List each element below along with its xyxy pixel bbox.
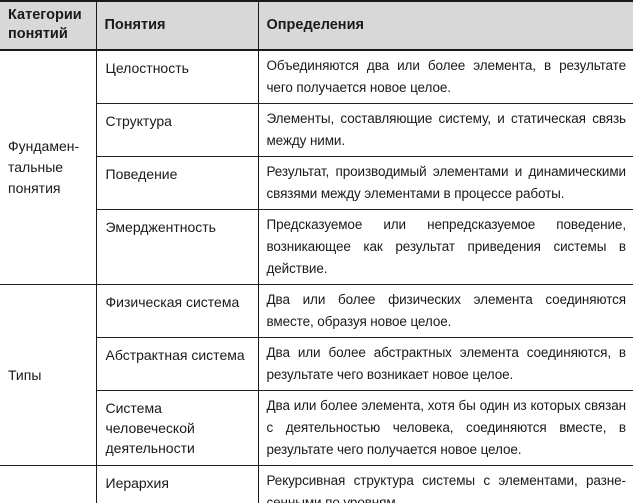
concept-cell: Поведение (95, 156, 258, 210)
concept-cell: Система человеческой деятельности (95, 390, 258, 466)
table-row: Типы Физическая система Два или более фи… (0, 284, 633, 466)
table-row: Фундамен- тальные понятия Целостность Об… (0, 49, 633, 285)
definition-cell: Рекурсивная структура системы с элемента… (257, 465, 633, 503)
table-header-row: Категории понятий Понятия Определения (0, 1, 633, 51)
header-cell-concepts: Понятия (95, 1, 258, 51)
concept-cell: Иерархия (95, 465, 258, 503)
table-row: Структура Элементы, составляющие систему… (0, 103, 633, 157)
header-cell-definitions: Определения (257, 1, 633, 51)
table-row: Топологии Иерархия Рекурсивная структура… (0, 465, 633, 503)
definition-cell: Результат, производимый элементами и дин… (257, 156, 633, 210)
table-row: Поведение Результат, производимый элемен… (0, 156, 633, 210)
definition-cell: Два или более элемента, хотя бы один из … (257, 390, 633, 466)
definition-cell: Два или более абстрактных элемента соеди… (257, 337, 633, 391)
table-row: Система человеческой деятельности Два ил… (0, 390, 633, 466)
concept-cell: Эмерджентность (95, 209, 258, 285)
category-cell-types: Типы (0, 284, 96, 466)
definition-cell: Два или более физических элемента соедин… (257, 284, 633, 338)
concept-cell: Структура (95, 103, 258, 157)
definition-cell: Элементы, составляющие систему, и статич… (257, 103, 633, 157)
concept-cell: Целостность (95, 49, 258, 104)
table-row: Абстрактная система Два или более абстра… (0, 337, 633, 391)
definition-cell: Предсказуемое или непредсказуемое поведе… (257, 209, 633, 285)
header-cell-categories: Категории понятий (0, 1, 96, 51)
table-row: Эмерджентность Предсказуемое или непредс… (0, 209, 633, 285)
category-cell-topologies: Топологии (0, 465, 96, 503)
definition-cell: Объединяются два или более элемента, в р… (257, 49, 633, 104)
category-cell-fundamental: Фундамен- тальные понятия (0, 49, 96, 285)
concept-cell: Физическая система (95, 284, 258, 338)
concept-cell: Абстрактная система (95, 337, 258, 391)
